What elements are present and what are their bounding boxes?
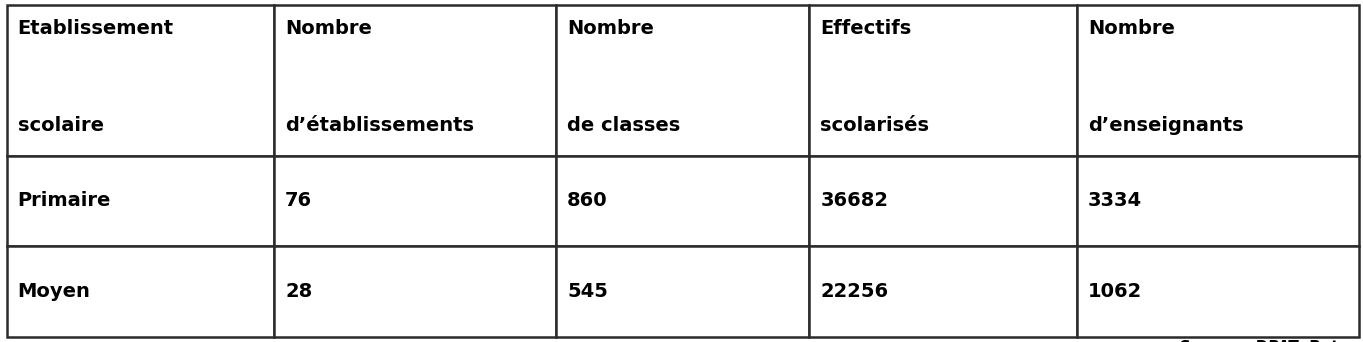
Text: Nombre: Nombre [1088,19,1175,38]
Text: Primaire: Primaire [18,192,112,210]
Text: 860: 860 [567,192,608,210]
Bar [810,5,1077,156]
Text: 28: 28 [285,282,312,301]
Text: 3334: 3334 [1088,192,1142,210]
Bar [810,246,1077,337]
Text: Moyen: Moyen [18,282,90,301]
Bar [556,156,810,246]
Text: Nombre: Nombre [567,19,654,38]
Text: 22256: 22256 [821,282,889,301]
Bar [1077,246,1359,337]
Bar [7,156,274,246]
Text: d’enseignants: d’enseignants [1088,116,1243,135]
Text: Effectifs: Effectifs [821,19,912,38]
Bar [556,5,810,156]
Text: 36682: 36682 [821,192,889,210]
Text: 76: 76 [285,192,312,210]
Text: Nombre: Nombre [285,19,372,38]
Bar [274,5,556,156]
Text: scolaire: scolaire [18,116,104,135]
Text: scolarisés: scolarisés [821,116,930,135]
Bar [556,246,810,337]
Bar [1077,156,1359,246]
Text: de classes: de classes [567,116,680,135]
Bar [274,156,556,246]
Bar [274,246,556,337]
Bar [7,5,274,156]
Text: 1062: 1062 [1088,282,1142,301]
Text: 545: 545 [567,282,608,301]
Bar [7,246,274,337]
Text: Source : DPAT  Batna: Source : DPAT Batna [1179,340,1359,342]
Text: Etablissement: Etablissement [18,19,174,38]
Bar [1077,5,1359,156]
Text: d’établissements: d’établissements [285,116,474,135]
Bar [810,156,1077,246]
